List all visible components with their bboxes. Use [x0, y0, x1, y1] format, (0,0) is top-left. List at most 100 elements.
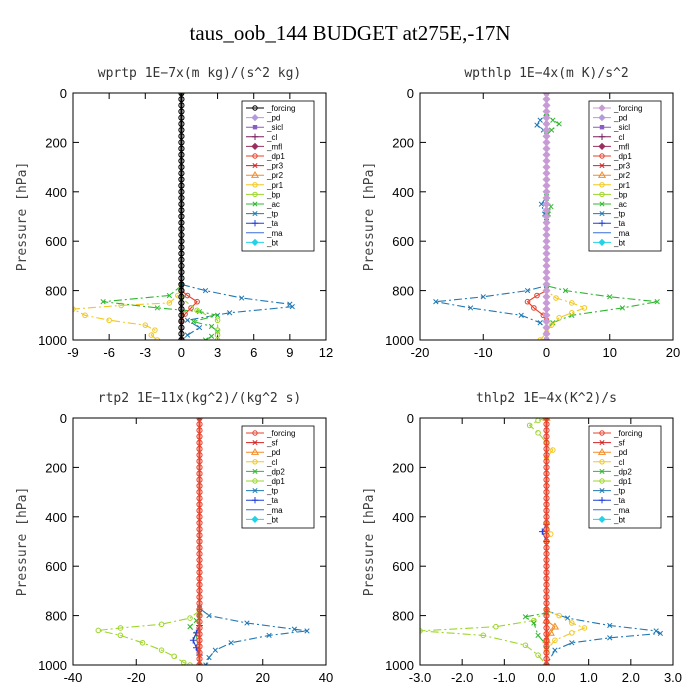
- panel-title: wprtp 1E−7x(m kg)/(s^2 kg): [98, 66, 302, 81]
- panel-1: wprtp 1E−7x(m kg)/(s^2 kg) Pressure [hPa]…: [15, 66, 333, 360]
- series-marker-pr1: [581, 305, 588, 311]
- series-marker-bp: [214, 337, 221, 340]
- series-marker-dp1: [534, 292, 540, 299]
- legend-label: _pr3: [266, 162, 284, 171]
- legend-marker: [599, 440, 605, 446]
- series-marker-tp: [202, 287, 209, 294]
- series-marker-forcing: [178, 120, 185, 127]
- series-marker-forcing: [178, 281, 185, 288]
- series-marker-forcing: [543, 606, 550, 613]
- legend-label: _forcing: [266, 429, 295, 438]
- legend-marker: [250, 171, 260, 178]
- series-marker-forcing: [196, 624, 203, 632]
- series-marker-tp: [228, 640, 234, 646]
- series-marker-dp1: [535, 430, 541, 436]
- series-marker-dp1: [526, 422, 533, 429]
- legend-marker: [252, 191, 258, 198]
- series-marker-tp: [480, 294, 486, 300]
- legend-label: _ac: [266, 200, 280, 209]
- series-marker-cl: [556, 612, 562, 619]
- series-marker-forcing: [178, 312, 185, 319]
- series-marker-tp: [226, 310, 233, 316]
- legend-label: _pr3: [613, 162, 631, 171]
- series-marker-forcing: [178, 330, 185, 337]
- series-marker-ac: [654, 299, 660, 305]
- x-tick-label: 0: [178, 345, 185, 360]
- legend-marker: [598, 142, 606, 151]
- y-tick-label: 800: [45, 284, 67, 299]
- legend-marker: [252, 105, 258, 111]
- legend-label: _dp1: [266, 152, 285, 161]
- series-marker-forcing: [543, 556, 550, 564]
- legend-label: _forcing: [266, 104, 295, 113]
- legend-label: _sf: [266, 439, 278, 448]
- legend: _forcing_sf_pd_cl_dp2_dp1_tp_ta_ma_bt: [241, 425, 315, 529]
- legend: _forcing_pd_sicl_cl_mfl_dp1_pr3_pr2_pr1_…: [241, 100, 315, 252]
- series-marker-tp: [206, 654, 212, 661]
- series-marker-forcing: [196, 563, 203, 570]
- series-marker-forcing: [196, 489, 203, 496]
- series-marker-tp: [518, 312, 524, 318]
- x-tick-label: 40: [319, 670, 333, 685]
- series-marker-forcing: [543, 538, 550, 545]
- y-tick-label: 600: [45, 234, 67, 249]
- legend-marker: [598, 238, 606, 247]
- y-tick-label: 1000: [38, 658, 67, 673]
- panel-2: wpthlp 1E−4x(m K)/s^2 Pressure [hPa] -20 -1…: [362, 66, 680, 360]
- series-marker-ac: [550, 117, 556, 123]
- series-marker-forcing: [178, 108, 185, 115]
- series-marker-forcing: [178, 114, 185, 121]
- x-tick-label: -20: [411, 345, 430, 360]
- series-marker-forcing: [178, 293, 185, 300]
- x-tick-label: -10: [474, 345, 493, 360]
- series-marker-pr1: [537, 337, 543, 340]
- legend-label: _bt: [613, 238, 626, 247]
- series-marker-forcing: [196, 649, 203, 656]
- series-marker-forcing: [178, 262, 185, 269]
- series-marker-ac: [154, 305, 160, 311]
- series-marker-dp1: [493, 623, 499, 630]
- series-marker-dp1: [524, 298, 531, 305]
- legend-marker: [252, 125, 258, 130]
- series-marker-forcing: [543, 470, 550, 477]
- series-marker-forcing: [178, 207, 185, 214]
- panel-3: rtp2 1E−11x(kg^2)/(kg^2 s) Pressure [hPa]…: [15, 391, 333, 685]
- y-tick-label: 1000: [385, 658, 414, 673]
- series-marker-dp2: [187, 624, 193, 630]
- series-marker-ac: [556, 121, 562, 127]
- y-tick-label: 600: [392, 234, 414, 249]
- series-marker-forcing: [543, 544, 550, 551]
- series-marker-ta: [538, 528, 546, 535]
- series-marker-ac: [100, 299, 106, 305]
- series-marker-dp1: [480, 632, 487, 639]
- series-marker-forcing: [543, 624, 550, 632]
- x-tick-label: 2.0: [622, 670, 640, 685]
- legend-label: _forcing: [613, 104, 642, 113]
- legend-marker: [599, 468, 605, 474]
- series-marker-pr1: [553, 295, 559, 301]
- x-tick-label: 20: [666, 345, 680, 360]
- legend-marker: [251, 238, 259, 247]
- series-marker-forcing: [543, 445, 550, 452]
- series-marker-tp: [203, 662, 209, 665]
- series-marker-forcing: [543, 476, 550, 483]
- legend: _forcing_pd_sicl_cl_mfl_dp1_pr3_pr2_pr1_…: [588, 100, 662, 252]
- legend-label: _pd: [613, 114, 627, 123]
- legend-label: _ac: [613, 200, 627, 209]
- series-marker-forcing: [543, 458, 550, 465]
- series-marker-forcing: [543, 618, 550, 625]
- y-tick-label: 200: [45, 460, 67, 475]
- series-marker-forcing: [543, 661, 550, 665]
- legend-marker: [252, 488, 258, 494]
- series-marker-cl: [581, 625, 588, 631]
- series-marker-forcing: [543, 433, 550, 440]
- legend-marker: [252, 163, 258, 169]
- legend-marker: [597, 171, 607, 178]
- series-marker-forcing: [543, 550, 550, 557]
- series-marker-forcing: [178, 250, 185, 257]
- series-marker-forcing: [196, 532, 203, 539]
- y-tick-label: 200: [392, 135, 414, 150]
- legend-marker: [599, 478, 605, 484]
- series-group: [433, 93, 660, 340]
- series-marker-tp: [537, 117, 543, 123]
